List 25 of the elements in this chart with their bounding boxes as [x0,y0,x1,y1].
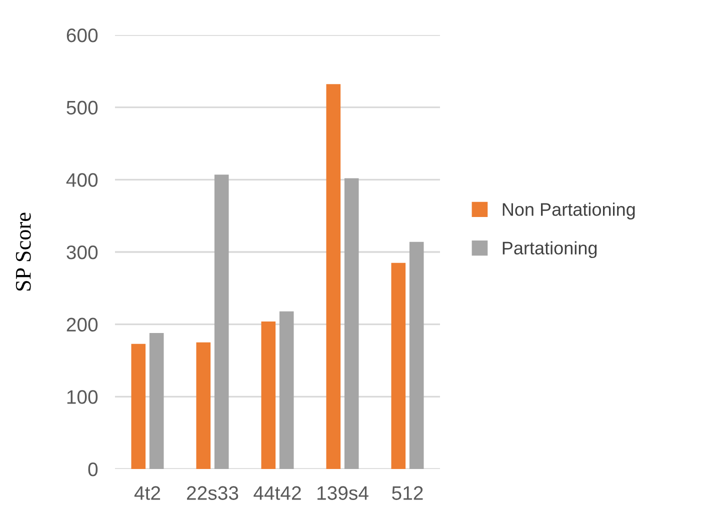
y-axis-title: SP Score [16,212,31,291]
x-tick-label: 44t42 [254,486,301,500]
y-tick-label: 500 [66,100,98,115]
x-tick-label: 139s4 [317,486,368,500]
y-tick-label: 200 [66,318,98,332]
bar [391,262,406,469]
legend-label: Non Partationing [502,202,635,220]
bar [279,311,294,469]
bar [149,333,164,469]
x-tick-label: 22s33 [186,486,238,500]
bar [131,344,146,469]
y-tick-label: 400 [66,173,98,187]
y-tick-label: 0 [88,462,98,476]
bar [261,321,276,469]
bar [214,174,229,469]
bar [326,84,341,469]
x-tick-label: 512 [392,486,423,500]
bar [344,178,359,469]
y-tick-label: 600 [66,28,98,42]
y-tick-label: 100 [67,390,98,404]
bar [409,242,424,469]
y-tick-label: 300 [66,245,98,260]
legend-label: Partationing [502,241,597,258]
bar [196,342,211,469]
x-tick-label: 4t2 [134,486,160,500]
